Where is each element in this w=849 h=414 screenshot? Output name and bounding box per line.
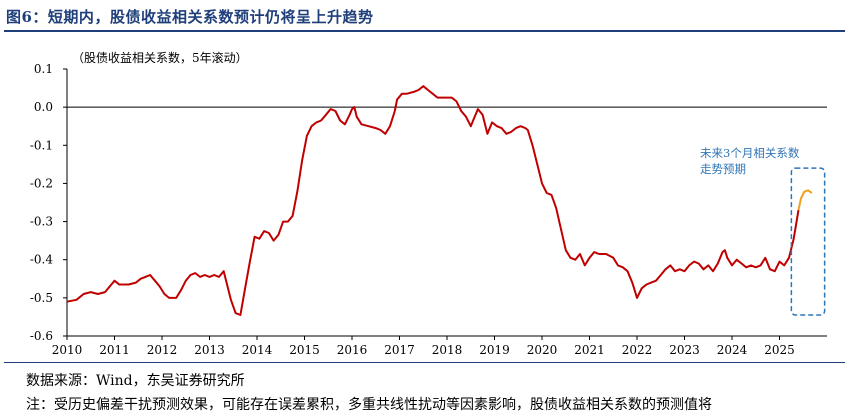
note-text: 注：受历史偏差干扰预测效果，可能存在误差累积，多重共线性扰动等因素影响，股债收益… bbox=[26, 397, 712, 413]
x-tick-label: 2024 bbox=[717, 343, 748, 357]
x-tick-label: 2010 bbox=[52, 343, 83, 357]
forecast-correlation-line bbox=[797, 189, 813, 211]
x-tick-label: 2012 bbox=[147, 343, 178, 357]
title-underline bbox=[4, 30, 845, 32]
source-divider bbox=[4, 362, 845, 363]
x-tick-label: 2018 bbox=[432, 343, 463, 357]
x-tick-label: 2025 bbox=[764, 343, 795, 357]
figure-title: 图6：短期内，股债收益相关系数预计仍将呈上升趋势 bbox=[6, 8, 374, 26]
correlation-line-chart: （股债收益相关系数，5年滚动） 0.1 0.0 -0.1 -0.2 -0.3 -0.4 -0.… bbox=[30, 50, 827, 357]
x-tick-label: 2019 bbox=[479, 343, 510, 357]
x-tick-label: 2015 bbox=[289, 343, 320, 357]
annotation-text: 未来3个月相关系数 bbox=[700, 146, 800, 160]
annotation-text: 走势预期 bbox=[700, 162, 746, 176]
chart-title: （股债收益相关系数，5年滚动） bbox=[72, 50, 248, 65]
x-tick-label: 2022 bbox=[622, 343, 653, 357]
x-tick-label: 2021 bbox=[574, 343, 605, 357]
source-text: 数据来源：Wind，东吴证券研究所 bbox=[26, 373, 245, 389]
x-tick-label: 2011 bbox=[99, 343, 130, 357]
y-tick-label: 0.0 bbox=[34, 100, 53, 114]
historical-correlation-line bbox=[66, 85, 800, 316]
y-tick-label: -0.1 bbox=[30, 138, 53, 152]
x-tick-label: 2017 bbox=[384, 343, 415, 357]
x-tick-label: 2020 bbox=[527, 343, 558, 357]
x-tick-label: 2023 bbox=[669, 343, 700, 357]
x-tick-label: 2013 bbox=[194, 343, 225, 357]
y-tick-label: 0.1 bbox=[34, 62, 53, 76]
y-tick-label: -0.2 bbox=[30, 176, 53, 190]
y-tick-label: -0.5 bbox=[30, 291, 53, 305]
forecast-highlight-box bbox=[790, 167, 826, 316]
y-tick-label: -0.6 bbox=[30, 329, 53, 343]
x-tick-label: 2016 bbox=[337, 343, 368, 357]
y-tick-label: -0.4 bbox=[30, 253, 54, 267]
y-tick-label: -0.3 bbox=[30, 215, 53, 229]
x-tick-label: 2014 bbox=[242, 343, 273, 357]
